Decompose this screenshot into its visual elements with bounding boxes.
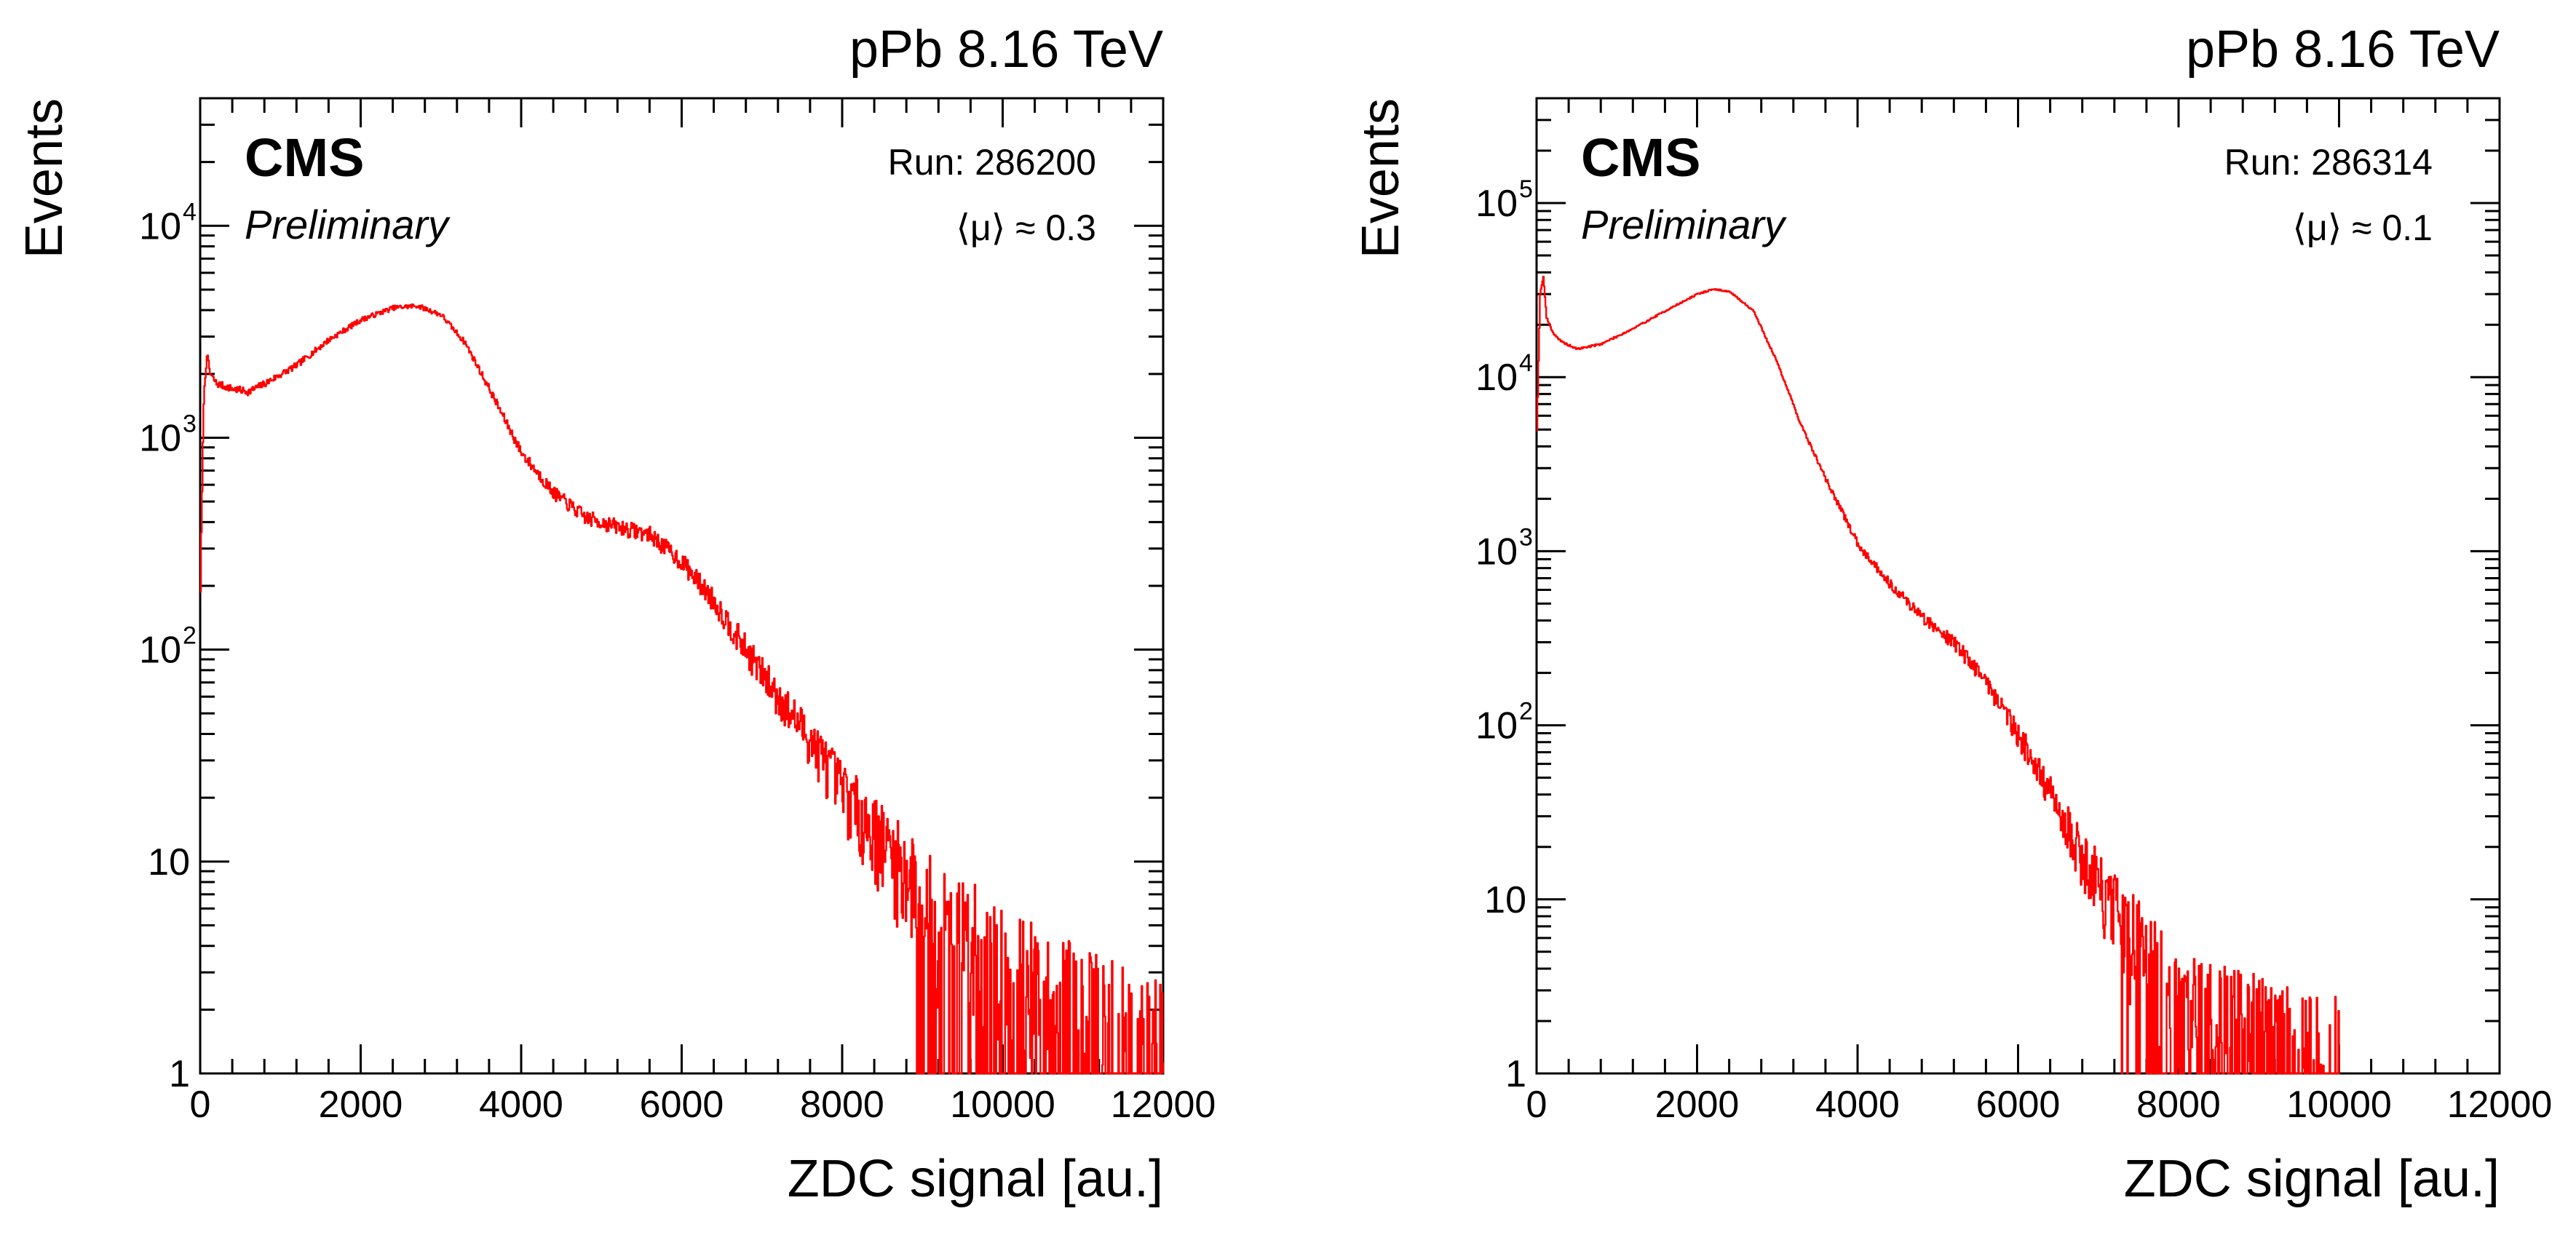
x-tick-label: 12000 xyxy=(1111,1084,1216,1126)
y-tick-label: 10 xyxy=(1475,705,1518,747)
left-series-line xyxy=(199,303,1165,1075)
y-tick-exponent: 4 xyxy=(183,198,197,226)
x-tick-label: 2000 xyxy=(319,1084,403,1126)
right-x-tick-labels: 0 2000 4000 6000 8000 10000 12000 xyxy=(1526,1084,2553,1126)
y-tick-label: 1 xyxy=(169,1053,190,1095)
y-tick-label: 1 xyxy=(1505,1053,1526,1095)
y-tick-exponent: 3 xyxy=(1519,523,1533,551)
x-tick-label: 6000 xyxy=(640,1084,724,1126)
right-title: pPb 8.16 TeV xyxy=(2186,20,2500,79)
x-tick-label: 8000 xyxy=(2136,1084,2221,1126)
y-tick-label: 10 xyxy=(139,630,181,672)
x-tick-label: 2000 xyxy=(1655,1084,1740,1126)
right-preliminary-label: Preliminary xyxy=(1581,202,1787,247)
x-tick-label: 12000 xyxy=(2447,1084,2553,1126)
left-title: pPb 8.16 TeV xyxy=(849,20,1163,79)
y-tick-exponent: 2 xyxy=(183,622,197,650)
y-tick-exponent: 3 xyxy=(183,410,197,437)
left-y-ticks xyxy=(200,97,1163,1075)
y-tick-exponent: 5 xyxy=(1519,175,1533,203)
y-tick-label: 10 xyxy=(1475,357,1518,399)
left-run-label: Run: 286200 xyxy=(888,142,1096,183)
y-tick-label: 10 xyxy=(148,841,190,883)
x-tick-label: 8000 xyxy=(800,1084,884,1126)
x-tick-label: 0 xyxy=(190,1084,211,1126)
y-tick-exponent: 2 xyxy=(1519,698,1533,726)
x-tick-label: 0 xyxy=(1526,1084,1547,1126)
right-x-axis-label: ZDC signal [au.] xyxy=(2124,1150,2500,1208)
y-tick-label: 10 xyxy=(1484,879,1526,921)
right-run-label: Run: 286314 xyxy=(2224,142,2433,183)
right-cms-label: CMS xyxy=(1581,127,1700,188)
left-x-axis-label: ZDC signal [au.] xyxy=(788,1150,1163,1208)
left-y-axis-label: Events xyxy=(15,98,74,258)
left-x-tick-labels: 0 2000 4000 6000 8000 10000 12000 xyxy=(190,1084,1216,1126)
y-tick-label: 10 xyxy=(139,417,181,459)
right-series-line xyxy=(1536,275,2340,1075)
right-mu-label: ⟨μ⟩ ≈ 0.1 xyxy=(2292,207,2433,248)
y-tick-label: 10 xyxy=(1475,183,1518,225)
x-tick-label: 10000 xyxy=(2286,1084,2392,1126)
x-tick-label: 4000 xyxy=(1815,1084,1900,1126)
y-tick-label: 10 xyxy=(1475,531,1518,573)
y-tick-label: 10 xyxy=(139,205,181,247)
right-y-axis-label: Events xyxy=(1352,98,1410,258)
left-preliminary-label: Preliminary xyxy=(245,202,451,247)
left-mu-label: ⟨μ⟩ ≈ 0.3 xyxy=(956,207,1096,248)
x-tick-label: 6000 xyxy=(1976,1084,2061,1126)
x-tick-label: 10000 xyxy=(950,1084,1055,1126)
left-cms-label: CMS xyxy=(245,127,364,188)
x-tick-label: 4000 xyxy=(479,1084,563,1126)
y-tick-exponent: 4 xyxy=(1519,349,1533,377)
